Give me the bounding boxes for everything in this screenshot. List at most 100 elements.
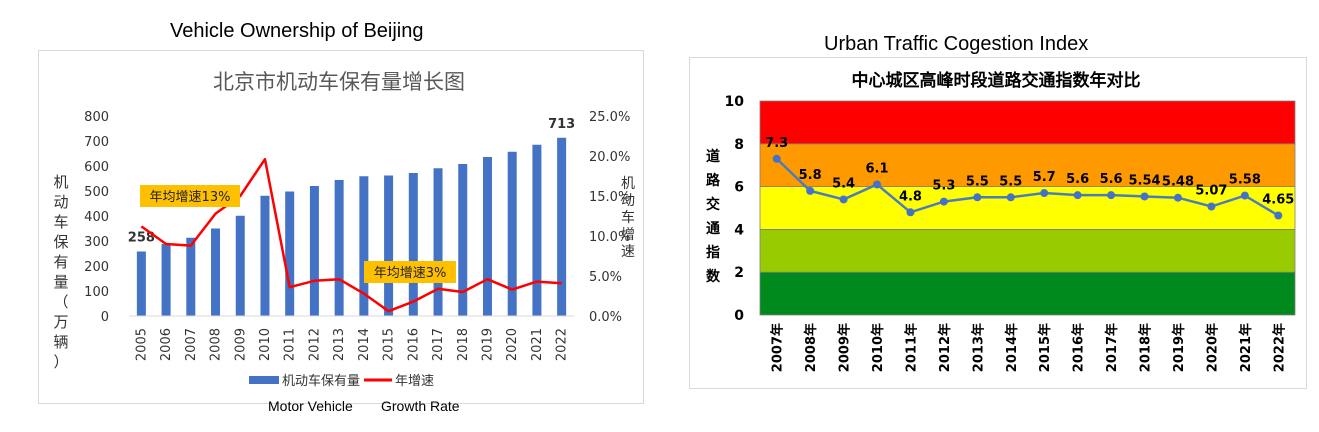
right-chart-title: 中心城区高峰时段道路交通指数年对比 <box>852 70 1141 91</box>
left-x-tick-label: 2022 <box>555 328 570 361</box>
traffic-index-data-label: 4.8 <box>899 189 922 204</box>
traffic-index-point-4 <box>906 208 915 217</box>
traffic-index-data-label: 5.5 <box>966 174 989 189</box>
vehicle-bar-2020 <box>507 151 517 316</box>
vehicle-bar-2021 <box>532 144 542 316</box>
vehicle-bar-2008 <box>211 228 221 316</box>
traffic-index-point-15 <box>1274 211 1283 220</box>
right-y-axis-title-char: 指 <box>706 244 720 261</box>
left-y-axis-title-char: （ <box>53 293 68 311</box>
congestion-band-2 <box>759 186 1296 230</box>
traffic-index-point-9 <box>1073 191 1082 200</box>
right-x-tick-label: 2016年 <box>1071 323 1087 372</box>
vehicle-bar-2006 <box>161 244 171 316</box>
legend-bar-swatch <box>249 376 279 384</box>
left-chart-caption: Vehicle Ownership of Beijing <box>170 20 424 42</box>
vehicle-bar-2019 <box>482 157 492 316</box>
right-y-tick-label: 4 <box>734 222 744 238</box>
left-y-tick-label: 500 <box>84 185 109 200</box>
left-x-tick-label: 2020 <box>505 328 520 361</box>
vehicle-bar-2007 <box>186 237 196 316</box>
traffic-index-data-label: 5.3 <box>932 179 955 194</box>
left-y-axis-title-char: 有 <box>53 253 68 271</box>
left-x-tick-label: 2007 <box>184 328 199 361</box>
vehicle-bar-2016 <box>408 173 418 316</box>
vehicle-bar-2010 <box>260 195 270 316</box>
right-y-tick-label: 6 <box>734 180 744 196</box>
traffic-index-point-5 <box>939 197 948 206</box>
left-y-tick-label: 600 <box>84 160 109 175</box>
vehicle-data-label: 258 <box>128 231 155 246</box>
left-y2-tick-label: 15.0% <box>589 190 630 205</box>
right-x-tick-label: 2020年 <box>1204 323 1220 372</box>
left-x-tick-label: 2006 <box>159 328 174 361</box>
left-x-tick-label: 2017 <box>431 328 446 361</box>
right-y-axis-title-char: 路 <box>706 172 721 189</box>
vehicle-bar-2018 <box>458 164 468 316</box>
left-x-tick-label: 2009 <box>233 328 248 361</box>
left-chart-title: 北京市机动车保有量增长图 <box>213 70 465 94</box>
right-x-tick-label: 2022年 <box>1271 323 1287 372</box>
left-y-tick-label: 300 <box>84 235 109 250</box>
annotation-avg-growth-13: 年均增速13% <box>150 190 231 205</box>
left-y-tick-label: 800 <box>84 110 109 125</box>
left-x-tick-label: 2011 <box>283 328 298 361</box>
left-y2-axis-title-char: 机 <box>621 176 635 192</box>
left-y-axis-title-char: 车 <box>53 213 68 231</box>
traffic-index-data-label: 7.3 <box>765 136 788 151</box>
left-y-axis-title-char: 万 <box>53 313 68 331</box>
vehicle-bar-2015 <box>384 175 394 316</box>
left-chart-svg: 北京市机动车保有量增长图 258 713 0 100 200 300 400 500 600 7… <box>53 70 635 389</box>
left-y2-tick-label: 0.0% <box>589 310 622 325</box>
right-x-tick-label: 2019年 <box>1171 323 1187 372</box>
left-x-tick-label: 2021 <box>530 328 545 361</box>
left-y2-axis-title-char: 增 <box>621 227 635 243</box>
left-x-tick-label: 2015 <box>382 328 397 361</box>
right-y-axis-title-char: 数 <box>706 268 721 285</box>
congestion-band-4 <box>759 100 1296 145</box>
left-x-tick-label: 2014 <box>357 328 372 361</box>
right-y-tick-label: 8 <box>734 137 744 153</box>
left-y-tick-label: 100 <box>84 285 109 300</box>
left-y-axis-title-char: 保 <box>53 233 68 251</box>
left-y-axis-title-char: 机 <box>53 173 68 191</box>
right-x-tick-label: 2015年 <box>1037 323 1053 372</box>
congestion-band-3 <box>759 143 1296 188</box>
left-x-tick-label: 2019 <box>480 328 495 361</box>
traffic-index-data-label: 5.4 <box>832 176 855 191</box>
left-x-tick-label: 2010 <box>258 328 273 361</box>
traffic-index-line <box>775 157 1279 217</box>
vehicle-bar-2017 <box>433 168 443 316</box>
left-y2-tick-label: 20.0% <box>589 150 630 165</box>
vehicle-bar-2011 <box>285 191 295 316</box>
left-y2-tick-label: 10.0% <box>589 230 630 245</box>
left-x-tick-label: 2016 <box>406 328 421 361</box>
traffic-index-data-label: 5.8 <box>799 168 822 183</box>
left-y-tick-label: 400 <box>84 210 109 225</box>
left-chart-panel: 北京市机动车保有量增长图 258 713 0 100 200 300 400 500 600 7… <box>38 50 644 404</box>
left-y-axis-title-char: 辆 <box>53 333 68 351</box>
note-growth-rate: Growth Rate <box>381 398 460 414</box>
vehicle-bar-2014 <box>359 176 369 316</box>
annotation-avg-growth-3: 年均增速3% <box>374 266 447 281</box>
annotation-box-3 <box>364 261 456 283</box>
right-x-tick-label: 2013年 <box>970 323 986 372</box>
traffic-index-data-label: 5.54 <box>1128 173 1160 188</box>
right-x-tick-label: 2017年 <box>1104 323 1120 372</box>
growth-rate-line <box>140 157 562 313</box>
traffic-index-point-13 <box>1207 202 1216 211</box>
right-chart-caption: Urban Traffic Cogestion Index <box>824 33 1089 55</box>
left-y-tick-label: 0 <box>101 310 109 325</box>
left-y-tick-label: 700 <box>84 135 109 150</box>
right-x-tick-label: 2014年 <box>1004 323 1020 372</box>
traffic-index-point-12 <box>1173 193 1182 202</box>
left-y2-axis-title-char: 动 <box>621 193 635 209</box>
right-chart-svg: 中心城区高峰时段道路交通指数年对比 0 2 4 6 8 10 道路交通指数 2007年 2008… <box>706 70 1296 372</box>
vehicle-bar-2022 <box>557 137 567 316</box>
right-y-tick-label: 10 <box>725 94 745 110</box>
traffic-index-point-10 <box>1107 191 1116 200</box>
traffic-index-point-1 <box>806 186 815 195</box>
vehicle-bar-2005 <box>136 251 146 316</box>
left-y-axis-title-char: ） <box>53 353 68 371</box>
right-y-tick-label: 2 <box>734 265 744 281</box>
